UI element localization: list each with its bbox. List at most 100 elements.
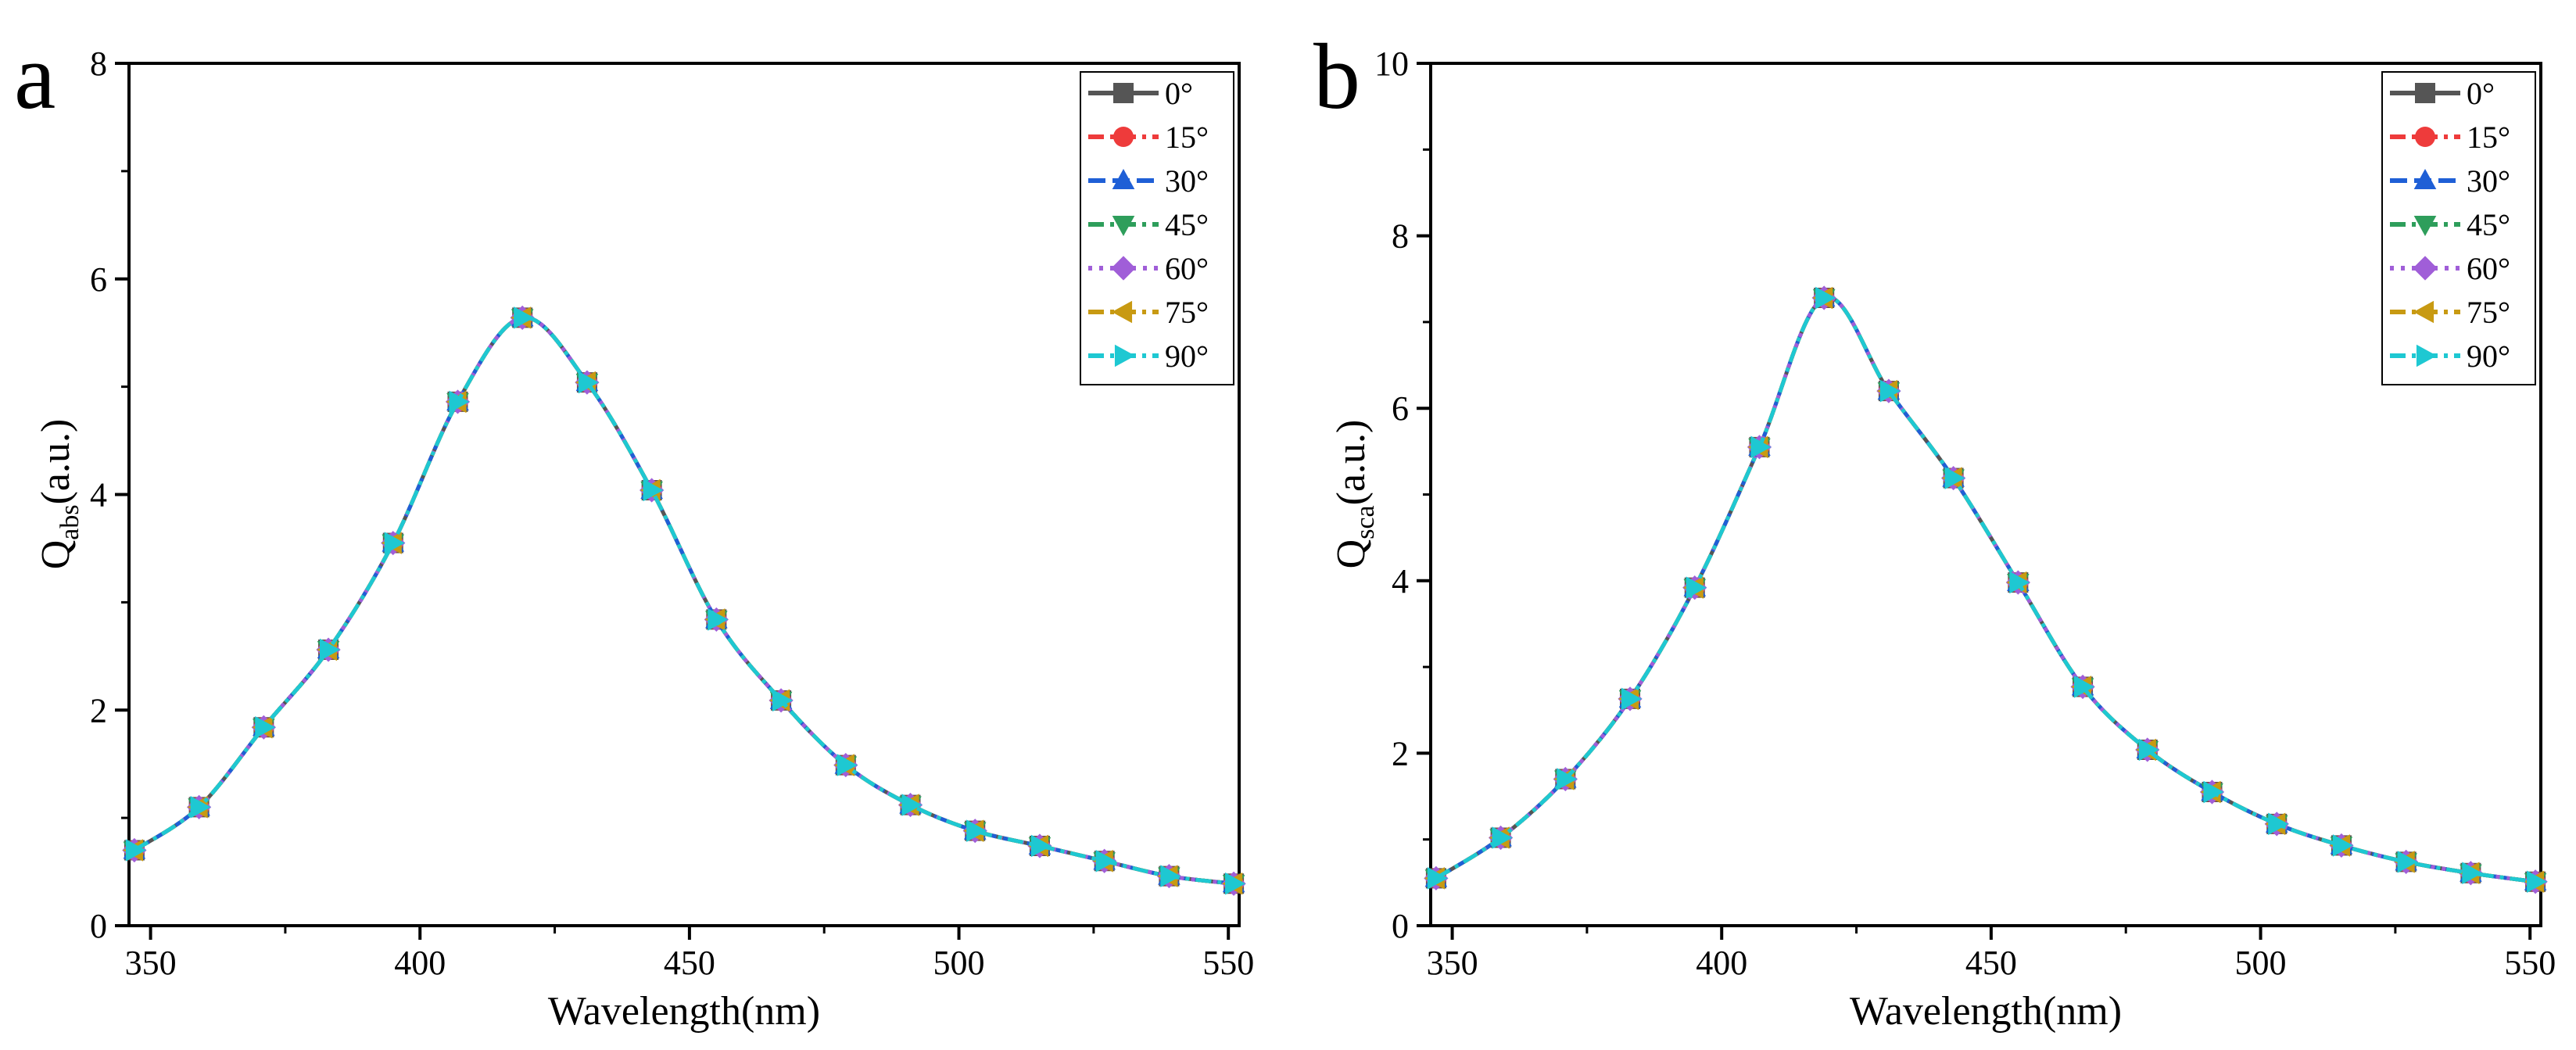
- legend-item: 30°: [1088, 163, 1209, 199]
- series-layer-b: [1424, 285, 2548, 894]
- data-point: [901, 794, 923, 816]
- axis-ticks-b: 350 400 450 500 550 0 2 4 6 8 10: [1374, 45, 2556, 982]
- x-tick-label: 400: [394, 944, 446, 982]
- panel-a: a 350 400 450 500 550 0 2 4 6 8 0° 15° 30° 45° 60° 75°…: [14, 24, 1254, 1034]
- legend-label: 75°: [1165, 295, 1209, 330]
- plot-frame-b: [1429, 62, 2542, 927]
- series-line: [1435, 295, 2536, 884]
- data-point: [1879, 379, 1901, 403]
- y-tick-label: 8: [90, 45, 107, 83]
- series-line: [1435, 295, 2536, 884]
- legend-item: 60°: [1088, 251, 1209, 286]
- y-tick-label: 8: [1392, 217, 1409, 256]
- series-5: [122, 306, 1243, 895]
- data-point: [1160, 865, 1181, 887]
- data-point: [449, 390, 470, 414]
- legend-item: 75°: [1088, 295, 1209, 330]
- legend-item: 45°: [1088, 207, 1209, 242]
- legend-item: 15°: [1088, 120, 1209, 155]
- data-point: [255, 716, 276, 739]
- x-axis-label-a: Wavelength(nm): [548, 989, 820, 1034]
- data-point: [1686, 576, 1707, 599]
- legend-marker: [2413, 300, 2434, 324]
- series-line: [1435, 295, 2536, 884]
- legend-marker: [1112, 169, 1135, 190]
- legend-item: 90°: [1088, 339, 1209, 374]
- data-point: [319, 638, 340, 661]
- legend-item: 90°: [2390, 339, 2510, 374]
- x-tick-label: 550: [2504, 944, 2556, 982]
- legend-label: 0°: [1165, 76, 1193, 111]
- series-3: [123, 309, 1245, 896]
- legend-label: 30°: [2467, 163, 2510, 199]
- data-point: [1030, 834, 1052, 858]
- legend-marker: [2413, 215, 2437, 236]
- series-6: [125, 306, 1246, 895]
- legend-marker: [2413, 169, 2437, 190]
- y-tick-label: 0: [90, 907, 107, 945]
- legend-item: 75°: [2390, 295, 2510, 330]
- plot-frame-a: [127, 62, 1241, 927]
- data-point: [384, 532, 405, 554]
- legend-marker: [1112, 300, 1133, 324]
- data-point: [966, 819, 987, 842]
- x-axis-label-b: Wavelength(nm): [1850, 989, 2122, 1034]
- legend-item: 15°: [2390, 120, 2510, 155]
- series-line: [133, 315, 1234, 886]
- data-point: [2074, 676, 2095, 698]
- legend-label: 15°: [1165, 120, 1209, 155]
- legend-a: 0° 15° 30° 45° 60° 75° 90°: [1080, 71, 1234, 385]
- series-line: [1435, 295, 2536, 884]
- legend-item: 60°: [2390, 251, 2510, 286]
- series-line: [133, 315, 1234, 886]
- data-point: [643, 478, 664, 502]
- panel-label-a: a: [14, 24, 56, 128]
- y-tick-label: 0: [1392, 907, 1409, 945]
- data-point: [2268, 812, 2289, 836]
- legend-label: 90°: [1165, 339, 1209, 374]
- data-point: [1944, 467, 1965, 489]
- data-point: [708, 608, 729, 631]
- series-line: [133, 315, 1234, 886]
- data-point: [1492, 826, 1513, 849]
- series-line: [133, 315, 1234, 886]
- series-line: [1435, 295, 2536, 884]
- series-3: [1424, 288, 2547, 894]
- panel-label-b: b: [1313, 24, 1360, 128]
- legend-label: 45°: [1165, 207, 1209, 242]
- data-point: [1427, 867, 1448, 890]
- data-point: [1225, 872, 1246, 895]
- series-line: [133, 315, 1234, 886]
- series-line: [133, 315, 1234, 886]
- legend-item: 0°: [2390, 76, 2495, 111]
- data-point: [2203, 780, 2224, 804]
- legend-marker: [1112, 215, 1135, 236]
- series-0: [124, 307, 1245, 894]
- data-point: [2332, 834, 2353, 857]
- y-tick-label: 6: [90, 260, 107, 299]
- data-point: [190, 796, 211, 819]
- legend-marker: [2416, 344, 2437, 367]
- y-tick-label: 4: [90, 476, 107, 514]
- x-tick-label: 400: [1696, 944, 1747, 982]
- series-4: [122, 305, 1246, 896]
- x-tick-label: 500: [933, 944, 985, 982]
- legend-label: 60°: [2467, 251, 2510, 286]
- axis-ticks-a: 350 400 450 500 550 0 2 4 6 8: [90, 45, 1254, 982]
- legend-marker: [2413, 256, 2438, 281]
- legend-marker: [1111, 256, 1136, 281]
- data-point: [1621, 687, 1642, 711]
- series-2: [123, 306, 1245, 893]
- legend-item: 0°: [1088, 76, 1193, 111]
- x-tick-label: 350: [1427, 944, 1478, 982]
- data-point: [1095, 849, 1116, 873]
- y-tick-label: 10: [1374, 45, 1409, 83]
- x-tick-label: 450: [664, 944, 715, 982]
- series-5: [1424, 286, 2545, 894]
- legend-label: 75°: [2467, 295, 2510, 330]
- data-point: [2009, 571, 2030, 594]
- data-point: [2527, 870, 2548, 894]
- legend-label: 60°: [1165, 251, 1209, 286]
- legend-marker: [1113, 127, 1134, 147]
